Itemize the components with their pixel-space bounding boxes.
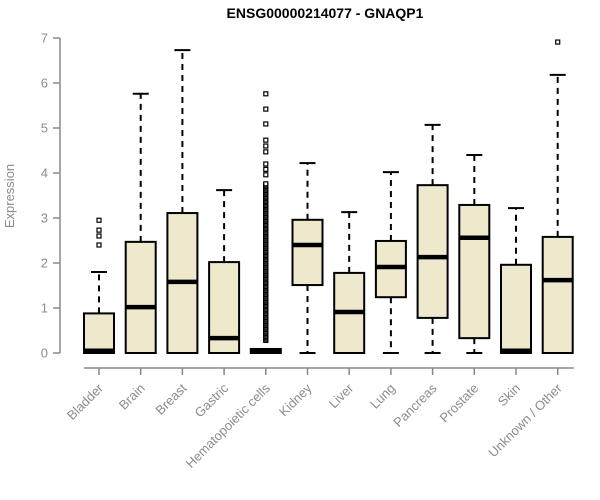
box-pancreas: [416, 184, 449, 319]
x-label-gastric: Gastric: [192, 380, 232, 420]
outlier-unknown-other: [555, 39, 561, 45]
outlier-bladder: [96, 217, 102, 223]
x-label-bladder: Bladder: [64, 380, 107, 423]
box-kidney: [291, 218, 324, 287]
box-bladder: [83, 312, 115, 354]
x-label-brain: Brain: [116, 381, 148, 413]
outlier-hematopoietic-cells: [263, 106, 269, 112]
outlier-hematopoietic-cells: [263, 143, 269, 149]
outlier-bladder: [96, 227, 102, 233]
outlier-hematopoietic-cells: [263, 149, 269, 155]
outlier-hematopoietic-cells: [263, 91, 269, 97]
x-label-kidney: Kidney: [276, 380, 315, 419]
y-tick-label-4: 4: [41, 166, 48, 181]
outlier-bladder: [96, 242, 102, 248]
x-label-skin: Skin: [495, 381, 523, 409]
chart-title: ENSG00000214077 - GNAQP1: [227, 5, 424, 21]
box-brain: [124, 240, 157, 355]
box-skin: [500, 263, 532, 354]
outlier-hematopoietic-cells: [263, 161, 269, 167]
y-tick-label-7: 7: [41, 31, 48, 46]
x-label-liver: Liver: [326, 380, 357, 411]
y-tick-label-2: 2: [41, 256, 48, 271]
x-label-pancreas: Pancreas: [390, 380, 440, 430]
x-label-unknown-other: Unknown / Other: [485, 380, 565, 460]
y-tick-label-5: 5: [41, 121, 48, 136]
outlier-hematopoietic-cells: [263, 166, 269, 172]
x-label-breast: Breast: [152, 380, 189, 417]
y-tick-label-1: 1: [41, 301, 48, 316]
box-unknown-other: [541, 235, 574, 354]
outlier-hematopoietic-cells: [263, 172, 269, 178]
y-tick-label-3: 3: [41, 211, 48, 226]
y-axis-label: Expression: [2, 164, 17, 228]
outlier-dense-hematopoietic-cells: [263, 181, 269, 187]
box-prostate: [458, 203, 491, 340]
y-tick-label-0: 0: [41, 346, 48, 361]
outlier-hematopoietic-cells: [263, 121, 269, 127]
outlier-hematopoietic-cells: [263, 137, 269, 143]
x-label-prostate: Prostate: [437, 381, 482, 426]
y-tick-label-6: 6: [41, 76, 48, 91]
x-label-lung: Lung: [367, 381, 398, 412]
outlier-bladder: [96, 233, 102, 239]
